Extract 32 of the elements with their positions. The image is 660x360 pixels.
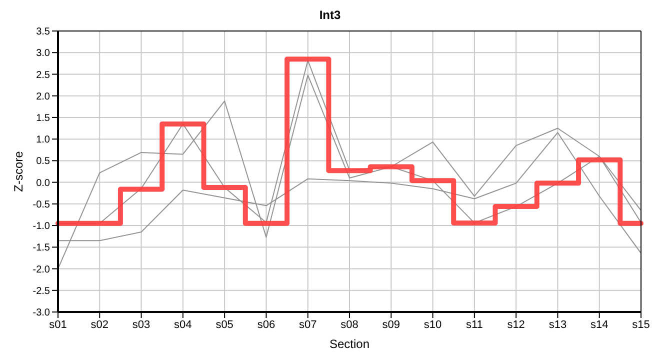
y-tick-label: 2.0 (36, 91, 50, 102)
x-tick-label: s08 (340, 318, 358, 331)
x-tick-label: s11 (466, 318, 483, 331)
y-tick-label: -1.5 (32, 242, 50, 254)
x-tick-label: s02 (90, 318, 109, 331)
x-tick-label: s07 (298, 318, 317, 331)
x-tick-label: s06 (257, 318, 276, 331)
x-tick-label: s14 (590, 318, 608, 331)
x-tick-label: s15 (632, 318, 650, 331)
y-tick-label: 1.5 (36, 113, 50, 124)
x-tick-label: s05 (216, 318, 234, 331)
chart-title: Int3 (318, 8, 342, 22)
y-tick-label: 1.0 (36, 134, 50, 146)
x-tick-label: s01 (49, 318, 67, 331)
y-tick-label: 3.0 (36, 48, 50, 60)
y-tick-label: -0.5 (32, 199, 50, 210)
x-axis-title: Section (329, 337, 370, 351)
x-tick-label: s10 (424, 318, 442, 331)
y-tick-label: 3.5 (36, 26, 50, 38)
y-tick-label: -2.5 (32, 286, 50, 297)
x-tick-label: s09 (382, 318, 400, 331)
y-tick-label: -3.0 (32, 308, 50, 319)
y-tick-label: -1.0 (32, 221, 50, 232)
y-axis-title: Z-score (11, 150, 26, 192)
x-tick-label: s04 (174, 318, 192, 331)
x-tick-label: s03 (132, 318, 150, 331)
x-tick-label: s12 (507, 318, 525, 331)
x-tick-label: s13 (548, 318, 567, 331)
y-tick-label: 0.5 (36, 156, 50, 168)
y-tick-label: 0.0 (36, 178, 50, 189)
y-tick-label: 2.5 (36, 70, 50, 81)
y-tick-label: -2.0 (32, 264, 50, 276)
